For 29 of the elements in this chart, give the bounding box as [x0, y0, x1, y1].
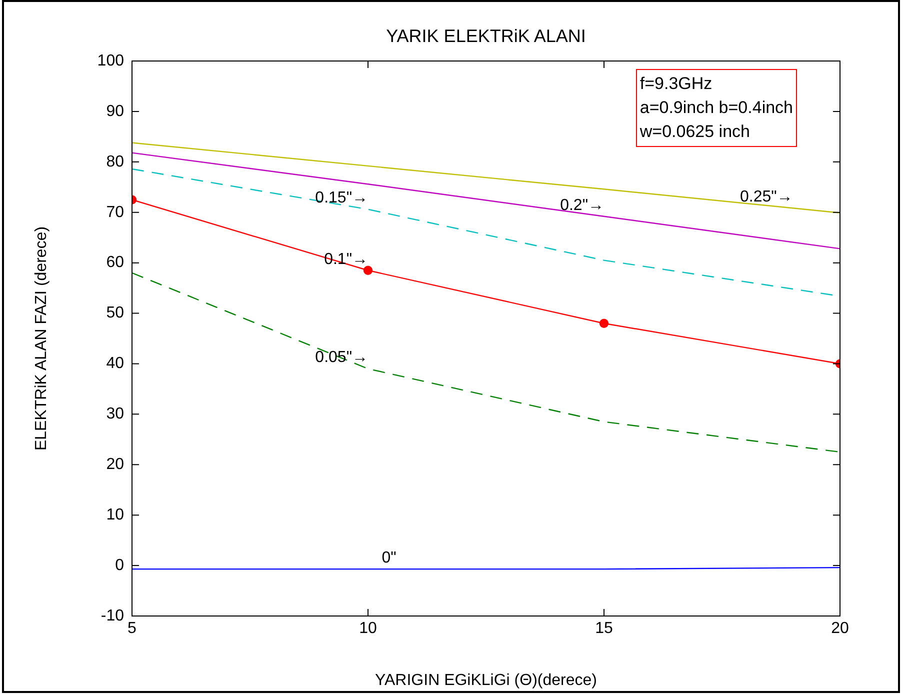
x-axis-title: YARIGIN EGiKLiGi (Θ)(derece)	[375, 672, 597, 689]
annotation: 0.2"→	[560, 196, 604, 214]
y-tick-label: 0	[115, 556, 124, 574]
annotation: f=9.3GHz	[640, 73, 714, 95]
annotation: 0"	[382, 549, 396, 566]
annotation: w=0.0625 inch	[640, 121, 751, 143]
x-tick-label: 10	[359, 620, 377, 638]
y-tick-label: 70	[106, 204, 124, 221]
y-tick-label: -10	[100, 607, 124, 624]
y-axis-title: ELEKTRiK ALAN FAZI (derece)	[33, 226, 50, 451]
y-tick-label: 40	[106, 355, 124, 372]
chart-title: YARIK ELEKTRiK ALANI	[386, 26, 586, 46]
annotation: 0.1"→	[324, 250, 368, 268]
annotation: 0.25"→	[740, 188, 793, 206]
line-series	[132, 272, 840, 453]
y-tick-label: 50	[106, 304, 124, 322]
annotation: 0.05"→	[315, 349, 368, 366]
y-tick-label: 80	[106, 153, 124, 170]
x-tick-label: 5	[128, 620, 137, 638]
annotation: 0.15"→	[315, 190, 368, 207]
annotation: a=0.9inch b=0.4inch	[640, 97, 793, 119]
y-tick-label: 60	[106, 254, 124, 272]
y-tick-label: 10	[106, 506, 124, 524]
y-tick-label: 30	[106, 406, 124, 423]
x-tick-label: 20	[831, 620, 849, 638]
y-tick-label: 20	[106, 456, 124, 474]
y-tick-label: 100	[97, 52, 124, 70]
x-tick-label: 15	[595, 620, 613, 638]
y-tick-label: 90	[106, 102, 124, 120]
